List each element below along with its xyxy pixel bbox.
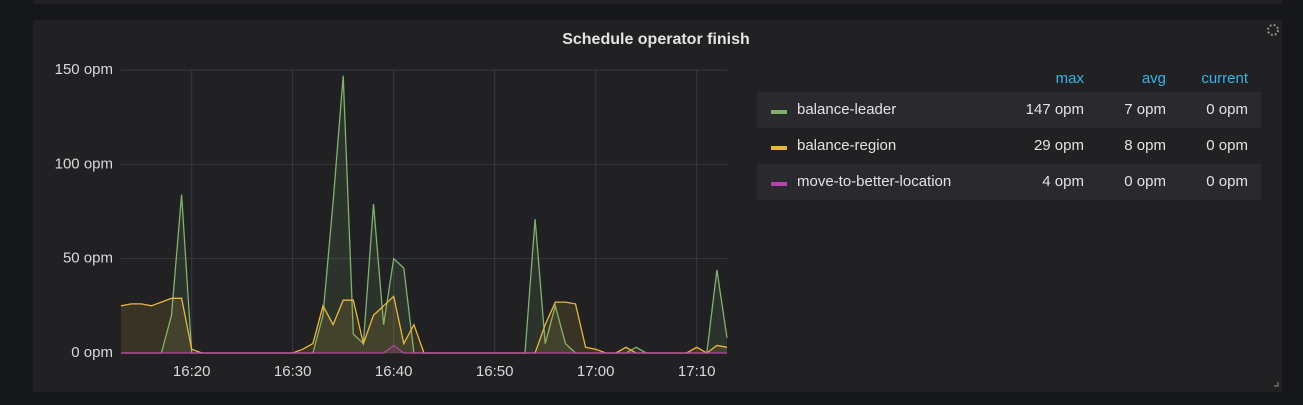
legend-swatch bbox=[771, 182, 787, 186]
chart-title: Schedule operator finish bbox=[562, 31, 750, 48]
legend-stat: 0 opm bbox=[1206, 173, 1248, 190]
legend-stat: 0 opm bbox=[1124, 173, 1166, 190]
legend-row-bg bbox=[757, 92, 1261, 128]
legend-header: max bbox=[1056, 70, 1085, 87]
legend-stat: 29 opm bbox=[1034, 137, 1084, 154]
x-tick-label: 16:50 bbox=[476, 363, 514, 380]
legend-stat: 8 opm bbox=[1124, 137, 1166, 154]
series-area bbox=[121, 75, 727, 353]
x-tick-label: 16:40 bbox=[375, 363, 413, 380]
y-tick-label: 100 opm bbox=[55, 155, 113, 172]
legend-stat: 147 opm bbox=[1026, 101, 1084, 118]
y-tick-label: 50 opm bbox=[63, 250, 113, 267]
legend-label: balance-leader bbox=[797, 101, 896, 118]
panel-above bbox=[33, 0, 1282, 4]
panel bbox=[33, 20, 1282, 392]
legend-swatch bbox=[771, 146, 787, 150]
legend-header: avg bbox=[1142, 70, 1166, 87]
legend-stat: 4 opm bbox=[1042, 173, 1084, 190]
x-tick-label: 17:00 bbox=[577, 363, 615, 380]
series-area bbox=[121, 296, 727, 353]
x-tick-label: 16:20 bbox=[173, 363, 211, 380]
legend-stat: 0 opm bbox=[1206, 137, 1248, 154]
legend-swatch bbox=[771, 110, 787, 114]
legend-row-bg bbox=[757, 164, 1261, 200]
x-tick-label: 16:30 bbox=[274, 363, 312, 380]
legend-header: current bbox=[1201, 70, 1249, 87]
legend-stat: 7 opm bbox=[1124, 101, 1166, 118]
legend-label: balance-region bbox=[797, 137, 896, 154]
legend-stat: 0 opm bbox=[1206, 101, 1248, 118]
y-tick-label: 0 opm bbox=[71, 344, 113, 361]
series-line bbox=[121, 344, 727, 354]
loading-icon bbox=[1267, 24, 1279, 36]
legend-label: move-to-better-location bbox=[797, 173, 951, 190]
y-tick-label: 150 opm bbox=[55, 61, 113, 78]
resize-handle bbox=[1274, 382, 1279, 387]
x-tick-label: 17:10 bbox=[678, 363, 716, 380]
